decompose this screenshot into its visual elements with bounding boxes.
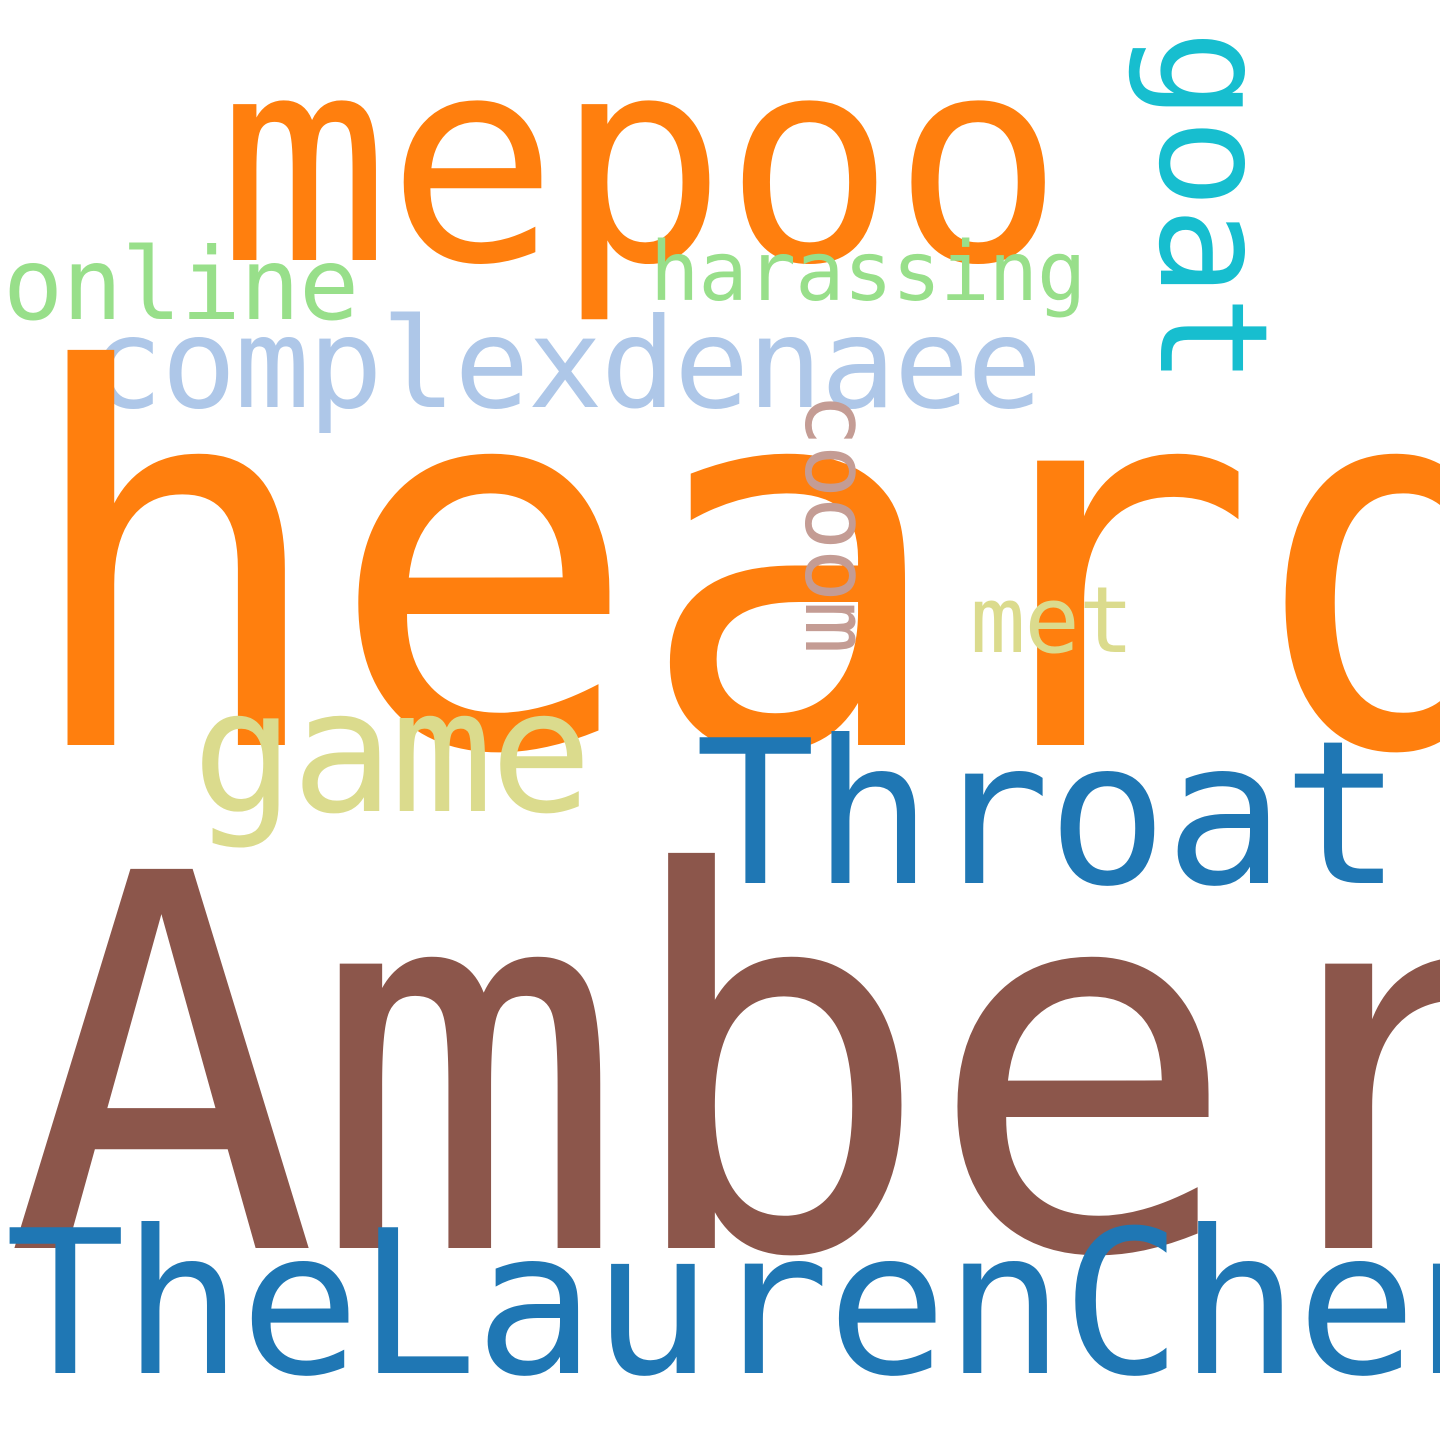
word-met: met [970, 567, 1134, 674]
word-thelaurenchen: TheLaurenChen [5, 1188, 1440, 1421]
word-game: game [192, 654, 592, 852]
word-harassing: harassing [650, 225, 1086, 320]
word-goat: goat [1125, 30, 1299, 384]
word-heard: heard [18, 262, 1440, 868]
word-complexdenaee: complexdenaee [88, 292, 1042, 437]
word-online: online [3, 226, 359, 343]
word-mepoo: mepoo [218, 0, 1064, 328]
word-throat: Throat [695, 698, 1402, 931]
word-cooom: cooom [785, 393, 888, 653]
word-amber: Amber [5, 765, 1440, 1371]
